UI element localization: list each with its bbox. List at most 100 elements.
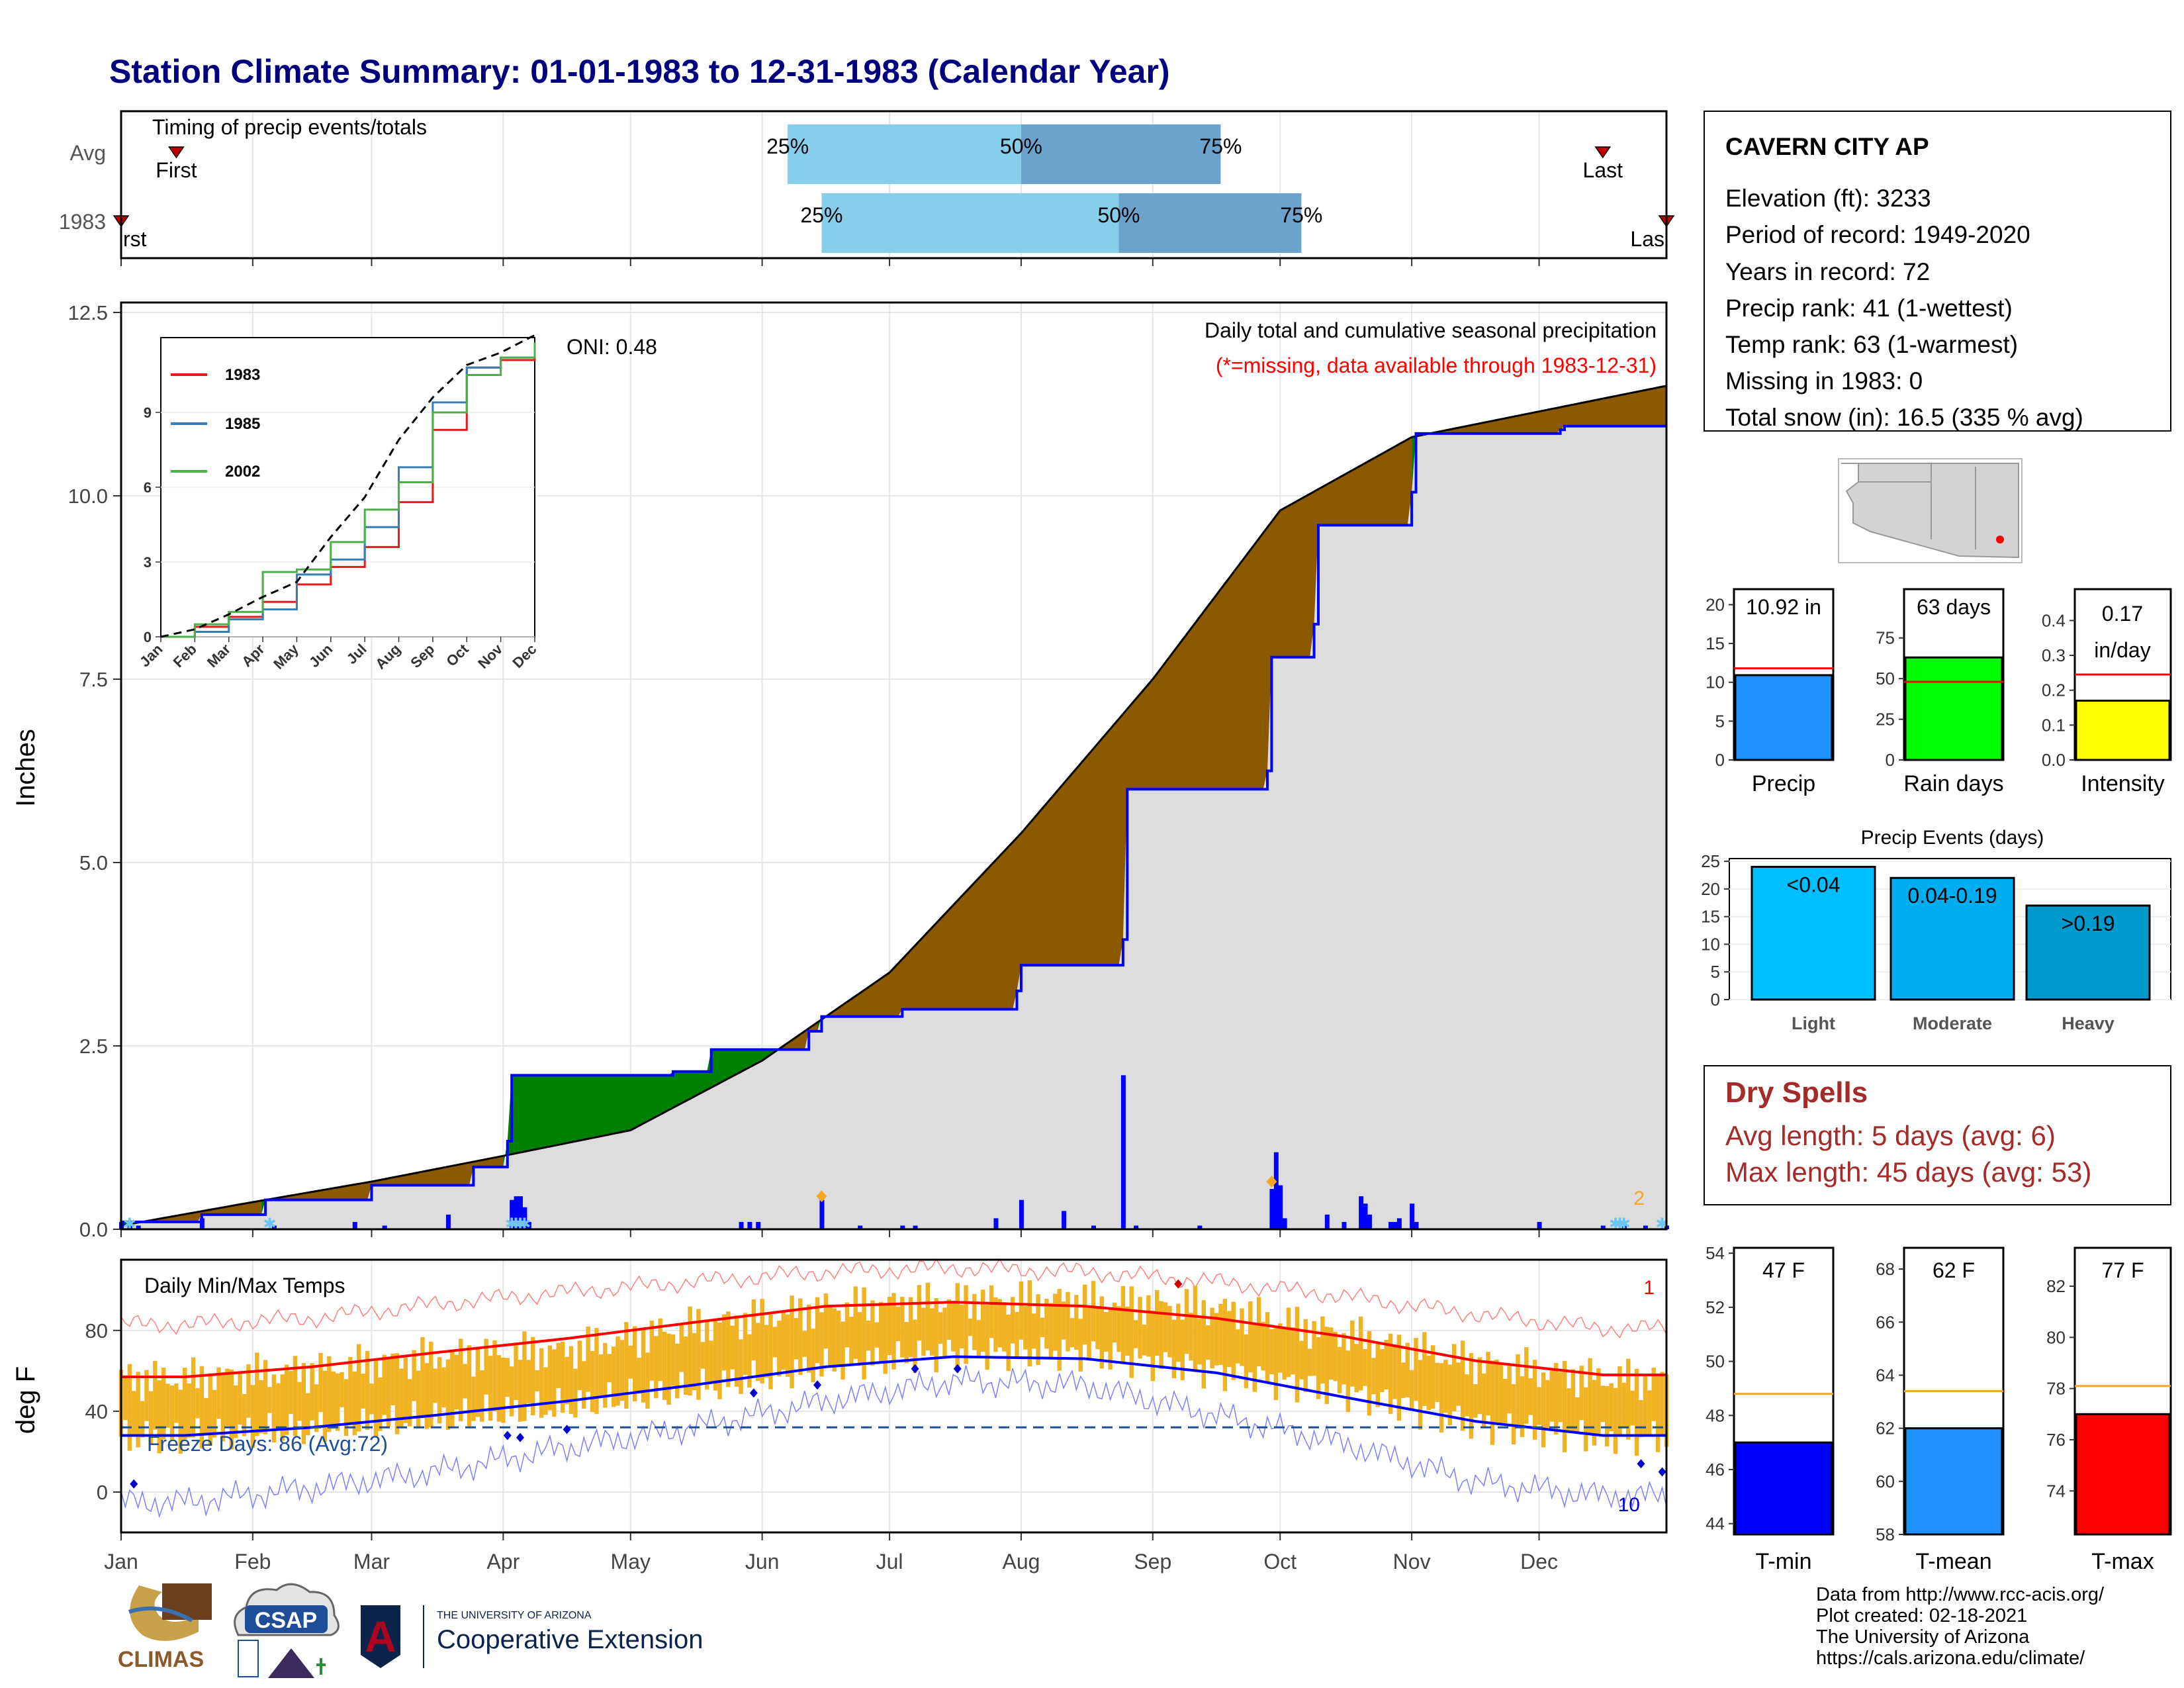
climas-logo-block bbox=[162, 1583, 212, 1620]
daily-precip-bar bbox=[1359, 1196, 1364, 1229]
month-label: Dec bbox=[1520, 1550, 1558, 1573]
daily-temp-range-bar bbox=[509, 1366, 514, 1417]
daily-temp-range-bar bbox=[1074, 1295, 1079, 1350]
daily-temp-range-bar bbox=[836, 1310, 841, 1366]
daily-temp-range-bar bbox=[807, 1304, 811, 1373]
temp-chart-tick-label: 50 bbox=[1706, 1352, 1725, 1372]
daily-temp-range-bar bbox=[1269, 1329, 1274, 1375]
record-low-marker bbox=[130, 1479, 138, 1489]
csap-mountain bbox=[268, 1648, 314, 1678]
daily-precip-bar bbox=[1019, 1199, 1024, 1229]
ua-logo-small-text: THE UNIVERSITY OF ARIZONA bbox=[437, 1610, 592, 1621]
daily-temp-range-bar bbox=[340, 1372, 344, 1407]
daily-temp-range-bar bbox=[1303, 1319, 1308, 1392]
dry-spells-max: Max length: 45 days (avg: 53) bbox=[1725, 1156, 2091, 1188]
daily-temp-range-bar bbox=[1048, 1303, 1054, 1358]
daily-temp-range-bar bbox=[1167, 1305, 1172, 1358]
daily-temp-range-bar bbox=[951, 1302, 956, 1352]
daily-temp-range-bar bbox=[700, 1342, 705, 1369]
deficit-area bbox=[821, 437, 1412, 1020]
daily-temp-range-bar bbox=[471, 1376, 476, 1421]
daily-temp-range-bar bbox=[1180, 1319, 1185, 1381]
daily-temp-range-bar bbox=[454, 1354, 459, 1410]
daily-temp-range-bar bbox=[1227, 1311, 1232, 1368]
daily-temp-range-bar bbox=[590, 1350, 595, 1413]
daily-precip-bar bbox=[1324, 1214, 1330, 1229]
daily-precip-bar bbox=[1134, 1225, 1139, 1229]
daily-temp-range-bar bbox=[1278, 1323, 1283, 1373]
daily-temp-range-bar bbox=[1392, 1344, 1397, 1399]
quartile-box-lower bbox=[788, 124, 1021, 184]
daily-temp-range-bar bbox=[768, 1314, 773, 1389]
daily-temp-range-bar bbox=[1465, 1374, 1469, 1417]
daily-temp-range-bar bbox=[488, 1356, 493, 1421]
daily-temp-range-bar bbox=[628, 1345, 633, 1379]
daily-precip-bar bbox=[1278, 1185, 1283, 1229]
daily-temp-range-bar bbox=[1312, 1321, 1316, 1376]
daily-temp-range-bar bbox=[284, 1364, 289, 1435]
mini-chart-tick-label: 0.4 bbox=[2042, 610, 2066, 630]
daily-temp-range-bar bbox=[883, 1305, 887, 1374]
temp-chart-tick-label: 82 bbox=[2046, 1276, 2066, 1296]
inset-y-tick-label: 3 bbox=[144, 554, 152, 571]
daily-temp-range-bar bbox=[641, 1329, 646, 1403]
daily-temp-range-bar bbox=[1375, 1342, 1380, 1407]
daily-temp-range-bar bbox=[857, 1312, 862, 1366]
event-marker bbox=[167, 146, 185, 159]
daily-temp-range-bar bbox=[458, 1338, 463, 1421]
daily-temp-range-bar bbox=[1291, 1327, 1295, 1375]
daily-temp-range-bar bbox=[747, 1334, 752, 1388]
daily-temp-range-bar bbox=[390, 1353, 395, 1405]
inset-chart: 0 3 6 9 Jan Feb Mar Apr May Jun Jul Aug Sep Oct Nov Dec… bbox=[136, 334, 540, 673]
daily-precip-bar bbox=[445, 1214, 451, 1229]
record-low-marker bbox=[749, 1388, 758, 1398]
daily-temp-range-bar bbox=[1414, 1338, 1418, 1401]
daily-temp-range-bar bbox=[844, 1302, 850, 1348]
daily-precip-bar bbox=[756, 1221, 761, 1229]
temp-frame bbox=[120, 1258, 1668, 1534]
inset-x-tick-label: Apr bbox=[238, 641, 268, 671]
daily-temp-range-bar bbox=[993, 1297, 998, 1352]
daily-temp-range-bar bbox=[721, 1314, 727, 1371]
daily-temp-range-bar bbox=[1120, 1286, 1126, 1362]
daily-temp-range-bar bbox=[1486, 1352, 1490, 1416]
temp-chart-tick-label: 44 bbox=[1706, 1514, 1725, 1534]
daily-temp-range-bar bbox=[157, 1380, 161, 1454]
daily-temp-range-bar bbox=[1639, 1400, 1643, 1438]
daily-temp-range-bar bbox=[1388, 1333, 1393, 1414]
daily-temp-range-bar bbox=[280, 1374, 285, 1441]
daily-temp-range-bar bbox=[997, 1299, 1003, 1348]
daily-temp-range-bar bbox=[1371, 1358, 1376, 1395]
station-line: Elevation (ft): 3233 bbox=[1725, 185, 1931, 212]
avg-max-line bbox=[121, 1301, 1666, 1379]
temp-chart-value: 62 F bbox=[1933, 1258, 1975, 1282]
credit-line: https://cals.arizona.edu/climate/ bbox=[1816, 1648, 2085, 1669]
daily-temp-range-bar bbox=[989, 1285, 994, 1338]
csap-bars bbox=[238, 1640, 259, 1677]
daily-temp-range-bar bbox=[1184, 1289, 1189, 1354]
daily-temp-range-bar bbox=[199, 1366, 205, 1449]
daily-temp-range-bar bbox=[594, 1328, 599, 1415]
daily-temp-range-bar bbox=[1380, 1349, 1385, 1393]
timing-frame bbox=[120, 110, 1668, 259]
daily-temp-range-bar bbox=[1066, 1291, 1070, 1352]
events-tick-label: 20 bbox=[1701, 879, 1720, 899]
daily-temp-range-bar bbox=[492, 1340, 497, 1411]
daily-temp-range-bar bbox=[1286, 1307, 1291, 1378]
ua-shield bbox=[361, 1605, 400, 1668]
daily-temp-range-bar bbox=[751, 1299, 756, 1360]
month-label: Sep bbox=[1134, 1550, 1171, 1573]
daily-precip-bar bbox=[1410, 1203, 1415, 1229]
month-label: Oct bbox=[1263, 1550, 1297, 1573]
daily-temp-range-bar bbox=[1095, 1306, 1100, 1350]
daily-temp-range-bar bbox=[1617, 1366, 1622, 1436]
daily-temp-range-bar bbox=[1494, 1359, 1499, 1423]
daily-temp-range-bar bbox=[1027, 1280, 1032, 1367]
daily-temp-range-bar bbox=[955, 1283, 960, 1367]
daily-temp-range-bar bbox=[772, 1327, 778, 1358]
temp-content: 0 40 80 bbox=[85, 1258, 1669, 1540]
daily-temp-range-bar bbox=[242, 1393, 247, 1436]
daily-temp-range-bar bbox=[1634, 1368, 1639, 1456]
temp-bar-charts: 44 46 48 50 52 54 47 F T-min 58 60 62 64 66 68 62 F T-m… bbox=[1706, 1243, 2172, 1574]
month-label: Apr bbox=[486, 1550, 520, 1573]
